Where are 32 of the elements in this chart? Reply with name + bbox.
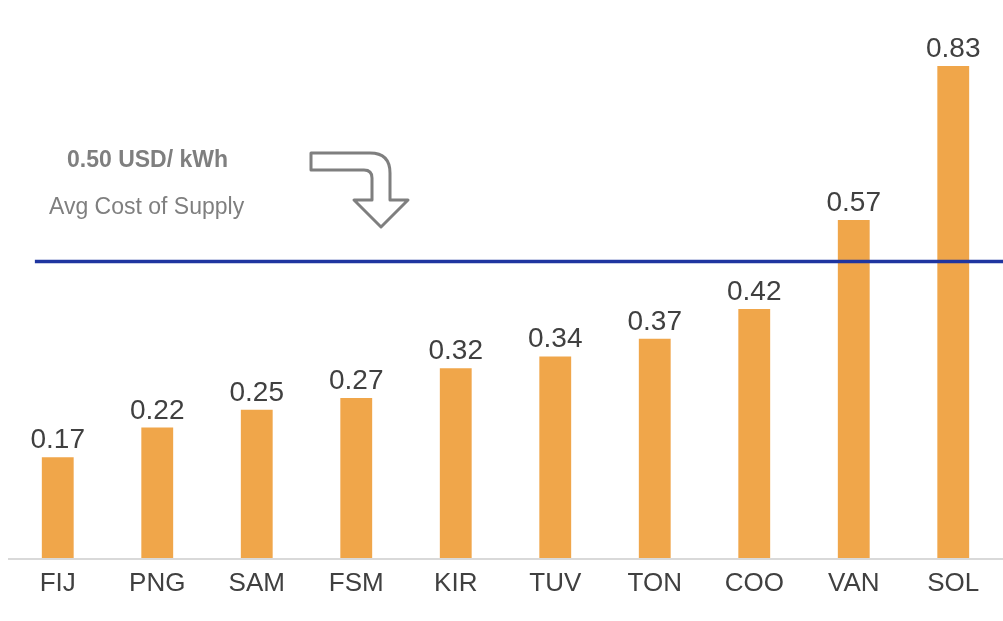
data-label: 0.22 [130,393,185,425]
data-label: 0.37 [627,304,682,336]
annotation: 0.50 USD/ kWh [67,146,229,172]
bar [937,65,970,558]
bar [340,397,373,558]
bar [439,368,472,558]
bar [738,308,771,558]
data-label: 0.83 [926,31,981,63]
data-label: 0.27 [329,363,384,395]
x-tick-label: TUV [529,566,582,597]
x-tick-label: FSM [328,566,384,597]
bar [141,427,174,558]
data-label: 0.17 [30,423,85,455]
data-label: 0.34 [528,322,583,354]
x-tick-label: TON [627,566,682,597]
data-label: 0.57 [826,186,881,218]
data-label: 0.42 [727,274,782,306]
x-tick-label: COO [724,566,784,597]
bar [638,338,671,558]
x-tick-label: VAN [827,566,880,597]
x-tick-label: FIJ [39,566,76,597]
x-tick-label: PNG [129,566,186,597]
x-tick-label: SOL [927,566,980,597]
bar [837,220,870,558]
bar [41,457,74,558]
x-tick-label: KIR [434,566,478,597]
data-label: 0.32 [428,334,483,366]
x-tick-label: SAM [228,566,285,597]
data-label: 0.25 [229,375,284,407]
annotation: Avg Cost of Supply [49,193,245,219]
bar [240,409,273,558]
bar [539,356,572,558]
